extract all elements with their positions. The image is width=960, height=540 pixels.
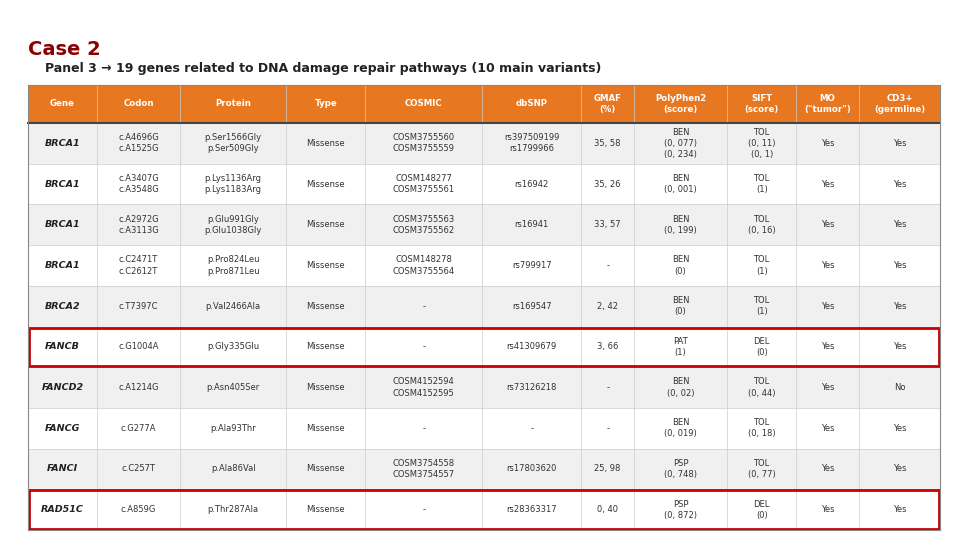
Bar: [28, 286, 940, 327]
Text: 3, 66: 3, 66: [597, 342, 618, 352]
Text: Yes: Yes: [821, 424, 834, 433]
Text: Yes: Yes: [893, 302, 906, 310]
Text: p.Val2466Ala: p.Val2466Ala: [205, 302, 261, 310]
Text: c.A3407G
c.A3548G: c.A3407G c.A3548G: [118, 174, 158, 194]
Text: -: -: [422, 505, 425, 514]
Text: Yes: Yes: [821, 220, 834, 230]
Bar: [28, 245, 940, 286]
Text: c.A859G: c.A859G: [121, 505, 156, 514]
Text: Yes: Yes: [821, 302, 834, 310]
Text: TOL
(1): TOL (1): [754, 174, 770, 194]
Text: -: -: [606, 424, 610, 433]
Text: p.Asn405Ser: p.Asn405Ser: [206, 383, 260, 392]
Text: Missense: Missense: [306, 464, 346, 474]
Text: rs41309679: rs41309679: [507, 342, 557, 352]
Text: Yes: Yes: [893, 261, 906, 270]
Text: p.Gly335Glu: p.Gly335Glu: [207, 342, 259, 352]
Text: c.A1214G: c.A1214G: [118, 383, 158, 392]
Text: BRCA2: BRCA2: [45, 302, 81, 310]
Text: rs73126218: rs73126218: [507, 383, 557, 392]
Text: TOL
(0, 18): TOL (0, 18): [748, 418, 776, 438]
Text: 0, 40: 0, 40: [597, 505, 618, 514]
Text: BEN
(0, 019): BEN (0, 019): [664, 418, 697, 438]
Text: -: -: [530, 424, 533, 433]
Text: c.G277A: c.G277A: [121, 424, 156, 433]
Text: Yes: Yes: [821, 139, 834, 148]
Text: -: -: [422, 424, 425, 433]
Bar: [28, 205, 940, 245]
Text: Yes: Yes: [821, 261, 834, 270]
Text: BEN
(0, 02): BEN (0, 02): [667, 377, 694, 397]
Text: DEL
(0): DEL (0): [754, 500, 770, 519]
Text: TOL
(0, 16): TOL (0, 16): [748, 215, 776, 235]
Bar: [28, 85, 940, 123]
Text: SIFT
(score): SIFT (score): [745, 94, 779, 114]
Text: p.Glu991Gly
p.Glu1038Gly: p.Glu991Gly p.Glu1038Gly: [204, 215, 262, 235]
Text: BEN
(0): BEN (0): [672, 255, 689, 275]
Text: 2, 42: 2, 42: [597, 302, 618, 310]
Text: rs799917: rs799917: [512, 261, 551, 270]
Text: rs169547: rs169547: [512, 302, 551, 310]
Text: Missense: Missense: [306, 342, 346, 352]
Text: Yes: Yes: [893, 139, 906, 148]
Text: BEN
(0, 001): BEN (0, 001): [664, 174, 697, 194]
Text: rs16941: rs16941: [515, 220, 549, 230]
Text: TOL
(1): TOL (1): [754, 296, 770, 316]
Text: Protein: Protein: [215, 99, 252, 109]
Text: Gene: Gene: [50, 99, 75, 109]
Bar: [28, 408, 940, 449]
Bar: [28, 367, 940, 408]
Bar: [28, 327, 940, 367]
Text: 35, 58: 35, 58: [594, 139, 621, 148]
Text: PolyPhen2
(score): PolyPhen2 (score): [655, 94, 707, 114]
Text: Missense: Missense: [306, 261, 346, 270]
Text: Yes: Yes: [893, 220, 906, 230]
Text: TOL
(0, 77): TOL (0, 77): [748, 459, 776, 479]
Text: p.Ala86Val: p.Ala86Val: [211, 464, 255, 474]
Bar: [28, 489, 940, 530]
Text: rs28363317: rs28363317: [506, 505, 557, 514]
Text: -: -: [422, 342, 425, 352]
Text: FANCI: FANCI: [47, 464, 78, 474]
Text: -: -: [422, 302, 425, 310]
Text: FANCG: FANCG: [45, 424, 80, 433]
Text: FANCB: FANCB: [45, 342, 80, 352]
Text: Type: Type: [315, 99, 337, 109]
Text: c.T7397C: c.T7397C: [119, 302, 158, 310]
Text: BRCA1: BRCA1: [45, 179, 81, 188]
Text: c.G1004A: c.G1004A: [118, 342, 158, 352]
Text: COSM148278
COSM3755564: COSM148278 COSM3755564: [393, 255, 455, 275]
Text: Yes: Yes: [821, 179, 834, 188]
Text: -: -: [606, 261, 610, 270]
Text: TOL
(0, 11)
(0, 1): TOL (0, 11) (0, 1): [748, 128, 776, 159]
Text: COSM4152594
COSM4152595: COSM4152594 COSM4152595: [393, 377, 455, 397]
Text: Missense: Missense: [306, 302, 346, 310]
Text: CD3+
(germline): CD3+ (germline): [874, 94, 925, 114]
Text: Yes: Yes: [893, 424, 906, 433]
Text: FANCD2: FANCD2: [41, 383, 84, 392]
Text: BRCA1: BRCA1: [45, 220, 81, 230]
Text: GMAF
(%): GMAF (%): [593, 94, 621, 114]
Text: p.Lys1136Arg
p.Lys1183Arg: p.Lys1136Arg p.Lys1183Arg: [204, 174, 262, 194]
Bar: [29, 327, 939, 366]
Text: Yes: Yes: [821, 383, 834, 392]
Text: RAD51C: RAD51C: [41, 505, 84, 514]
Text: BEN
(0, 077)
(0, 234): BEN (0, 077) (0, 234): [664, 128, 697, 159]
Text: dbSNP: dbSNP: [516, 99, 547, 109]
Text: Yes: Yes: [893, 505, 906, 514]
Text: TOL
(1): TOL (1): [754, 255, 770, 275]
Text: c.A4696G
c.A1525G: c.A4696G c.A1525G: [118, 133, 158, 153]
Text: DEL
(0): DEL (0): [754, 337, 770, 357]
Text: MO
("tumor"): MO ("tumor"): [804, 94, 851, 114]
Text: COSM148277
COSM3755561: COSM148277 COSM3755561: [393, 174, 455, 194]
Text: -: -: [606, 383, 610, 392]
Text: COSMIC: COSMIC: [405, 99, 443, 109]
Text: Yes: Yes: [821, 464, 834, 474]
Text: Yes: Yes: [821, 342, 834, 352]
Text: BEN
(0): BEN (0): [672, 296, 689, 316]
Text: c.C257T: c.C257T: [122, 464, 156, 474]
Text: BRCA1: BRCA1: [45, 139, 81, 148]
Text: 35, 26: 35, 26: [594, 179, 621, 188]
Text: 25, 98: 25, 98: [594, 464, 621, 474]
Text: Missense: Missense: [306, 179, 346, 188]
